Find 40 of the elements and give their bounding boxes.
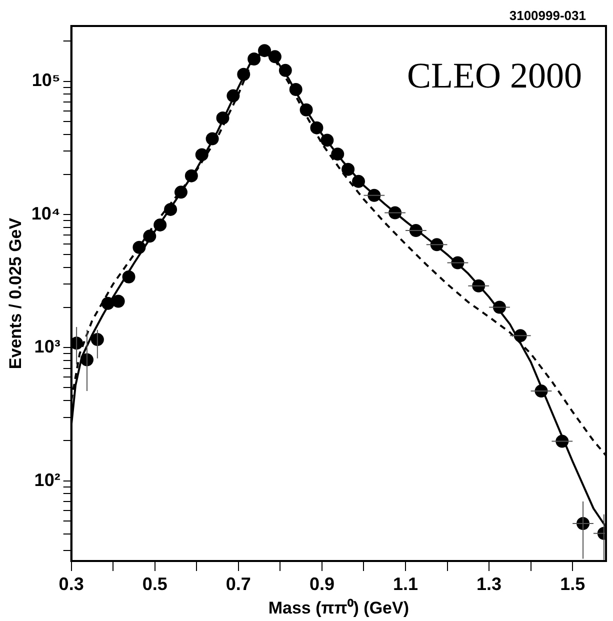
point	[310, 121, 324, 134]
x-tick-label: 1.5	[560, 574, 586, 594]
x-tick-label: 0.7	[226, 574, 251, 594]
y-tick-label: 10⁵	[32, 70, 60, 90]
point	[101, 296, 114, 310]
point	[132, 240, 146, 254]
point	[237, 68, 250, 81]
y-tick-label: 10³	[34, 336, 60, 357]
text: 3100999-031	[509, 8, 586, 24]
x-tick-label: 1.1	[392, 574, 418, 594]
point	[174, 186, 188, 199]
point	[268, 50, 282, 64]
point	[226, 89, 240, 102]
x-tick-label: 0.5	[142, 574, 168, 594]
point	[216, 111, 230, 124]
point	[195, 148, 208, 162]
point	[320, 134, 334, 147]
point	[164, 202, 178, 216]
y-axis-title: Events / 0.025 GeV	[6, 217, 25, 370]
point	[352, 174, 366, 188]
point	[331, 148, 344, 161]
x-tick-label: 0.3	[58, 574, 84, 594]
point	[258, 44, 272, 58]
point	[278, 64, 292, 77]
x-axis-title: Mass (ππ⁰) (GeV)	[268, 598, 409, 618]
point	[300, 103, 313, 116]
point	[122, 270, 136, 284]
point	[342, 162, 355, 176]
point	[206, 132, 219, 146]
x-tick-label: 0.9	[309, 574, 334, 594]
point	[184, 169, 198, 182]
point	[289, 83, 302, 96]
point	[248, 52, 261, 66]
point	[112, 294, 125, 308]
x-tick-label: 1.3	[476, 574, 502, 594]
point	[154, 218, 167, 232]
y-tick-label: 10⁴	[31, 203, 60, 224]
point	[143, 230, 156, 243]
y-tick-label: 10²	[34, 470, 60, 490]
annotation: CLEO 2000	[407, 55, 582, 96]
